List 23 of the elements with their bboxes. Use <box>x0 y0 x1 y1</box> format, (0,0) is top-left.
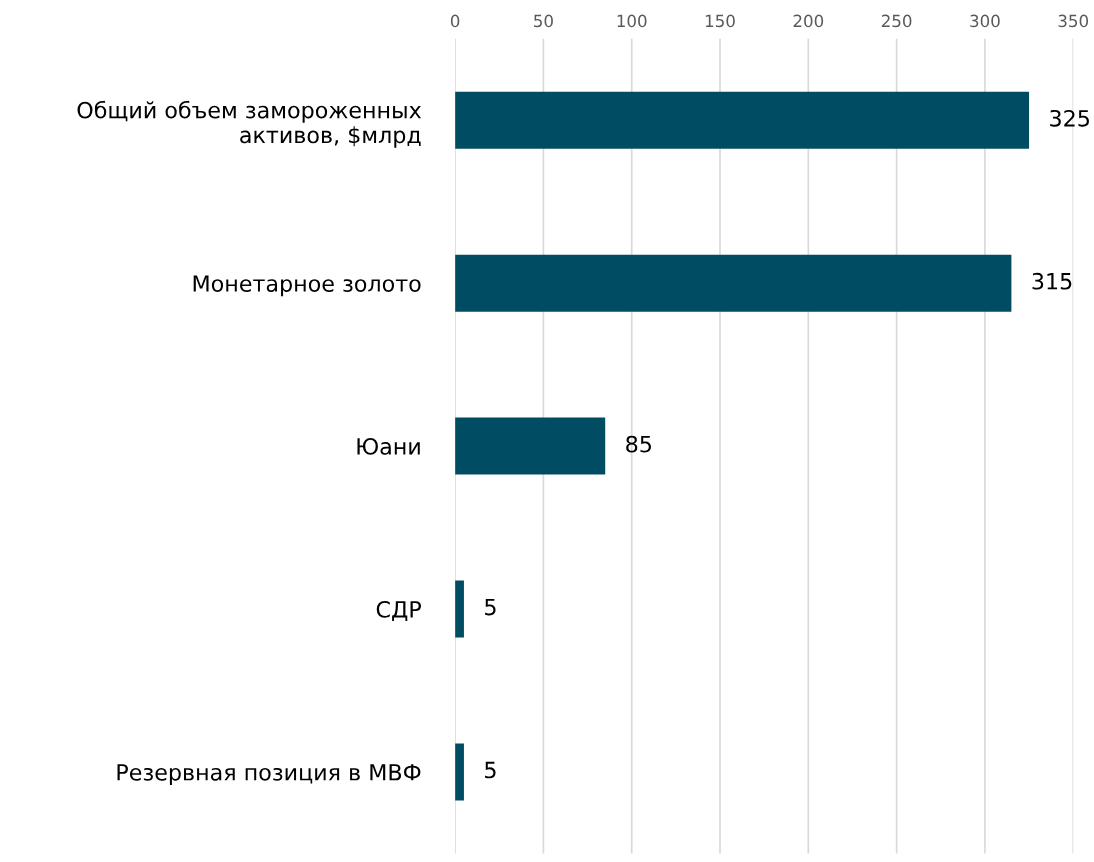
bar <box>455 254 1012 312</box>
y-tick-label: Общий объем замороженных активов, $млрд <box>77 100 422 148</box>
data-label: 5 <box>485 761 496 779</box>
y-tick-label: Юани <box>357 438 420 455</box>
bar <box>455 743 464 801</box>
bar <box>455 417 606 475</box>
x-tick-label: 200 <box>793 14 824 28</box>
data-label: 325 <box>1050 109 1089 127</box>
x-tick-label: 350 <box>1058 14 1089 28</box>
data-label: 5 <box>485 598 496 616</box>
y-tick-label: Резервная позиция в МВФ <box>117 764 421 785</box>
x-tick-label: 0 <box>450 14 460 28</box>
x-tick-label: 50 <box>534 14 553 28</box>
data-label: 315 <box>1032 272 1072 290</box>
bar <box>455 580 464 638</box>
x-tick-label: 250 <box>881 14 912 28</box>
y-tick-label: СДР <box>376 600 422 621</box>
y-tick-label: Монетарное золото <box>193 275 421 297</box>
x-tick-label: 150 <box>705 14 735 28</box>
data-label: 85 <box>626 435 651 453</box>
x-tick-label: 300 <box>970 14 1000 28</box>
x-tick-label: 100 <box>617 14 647 28</box>
bar <box>455 91 1030 149</box>
